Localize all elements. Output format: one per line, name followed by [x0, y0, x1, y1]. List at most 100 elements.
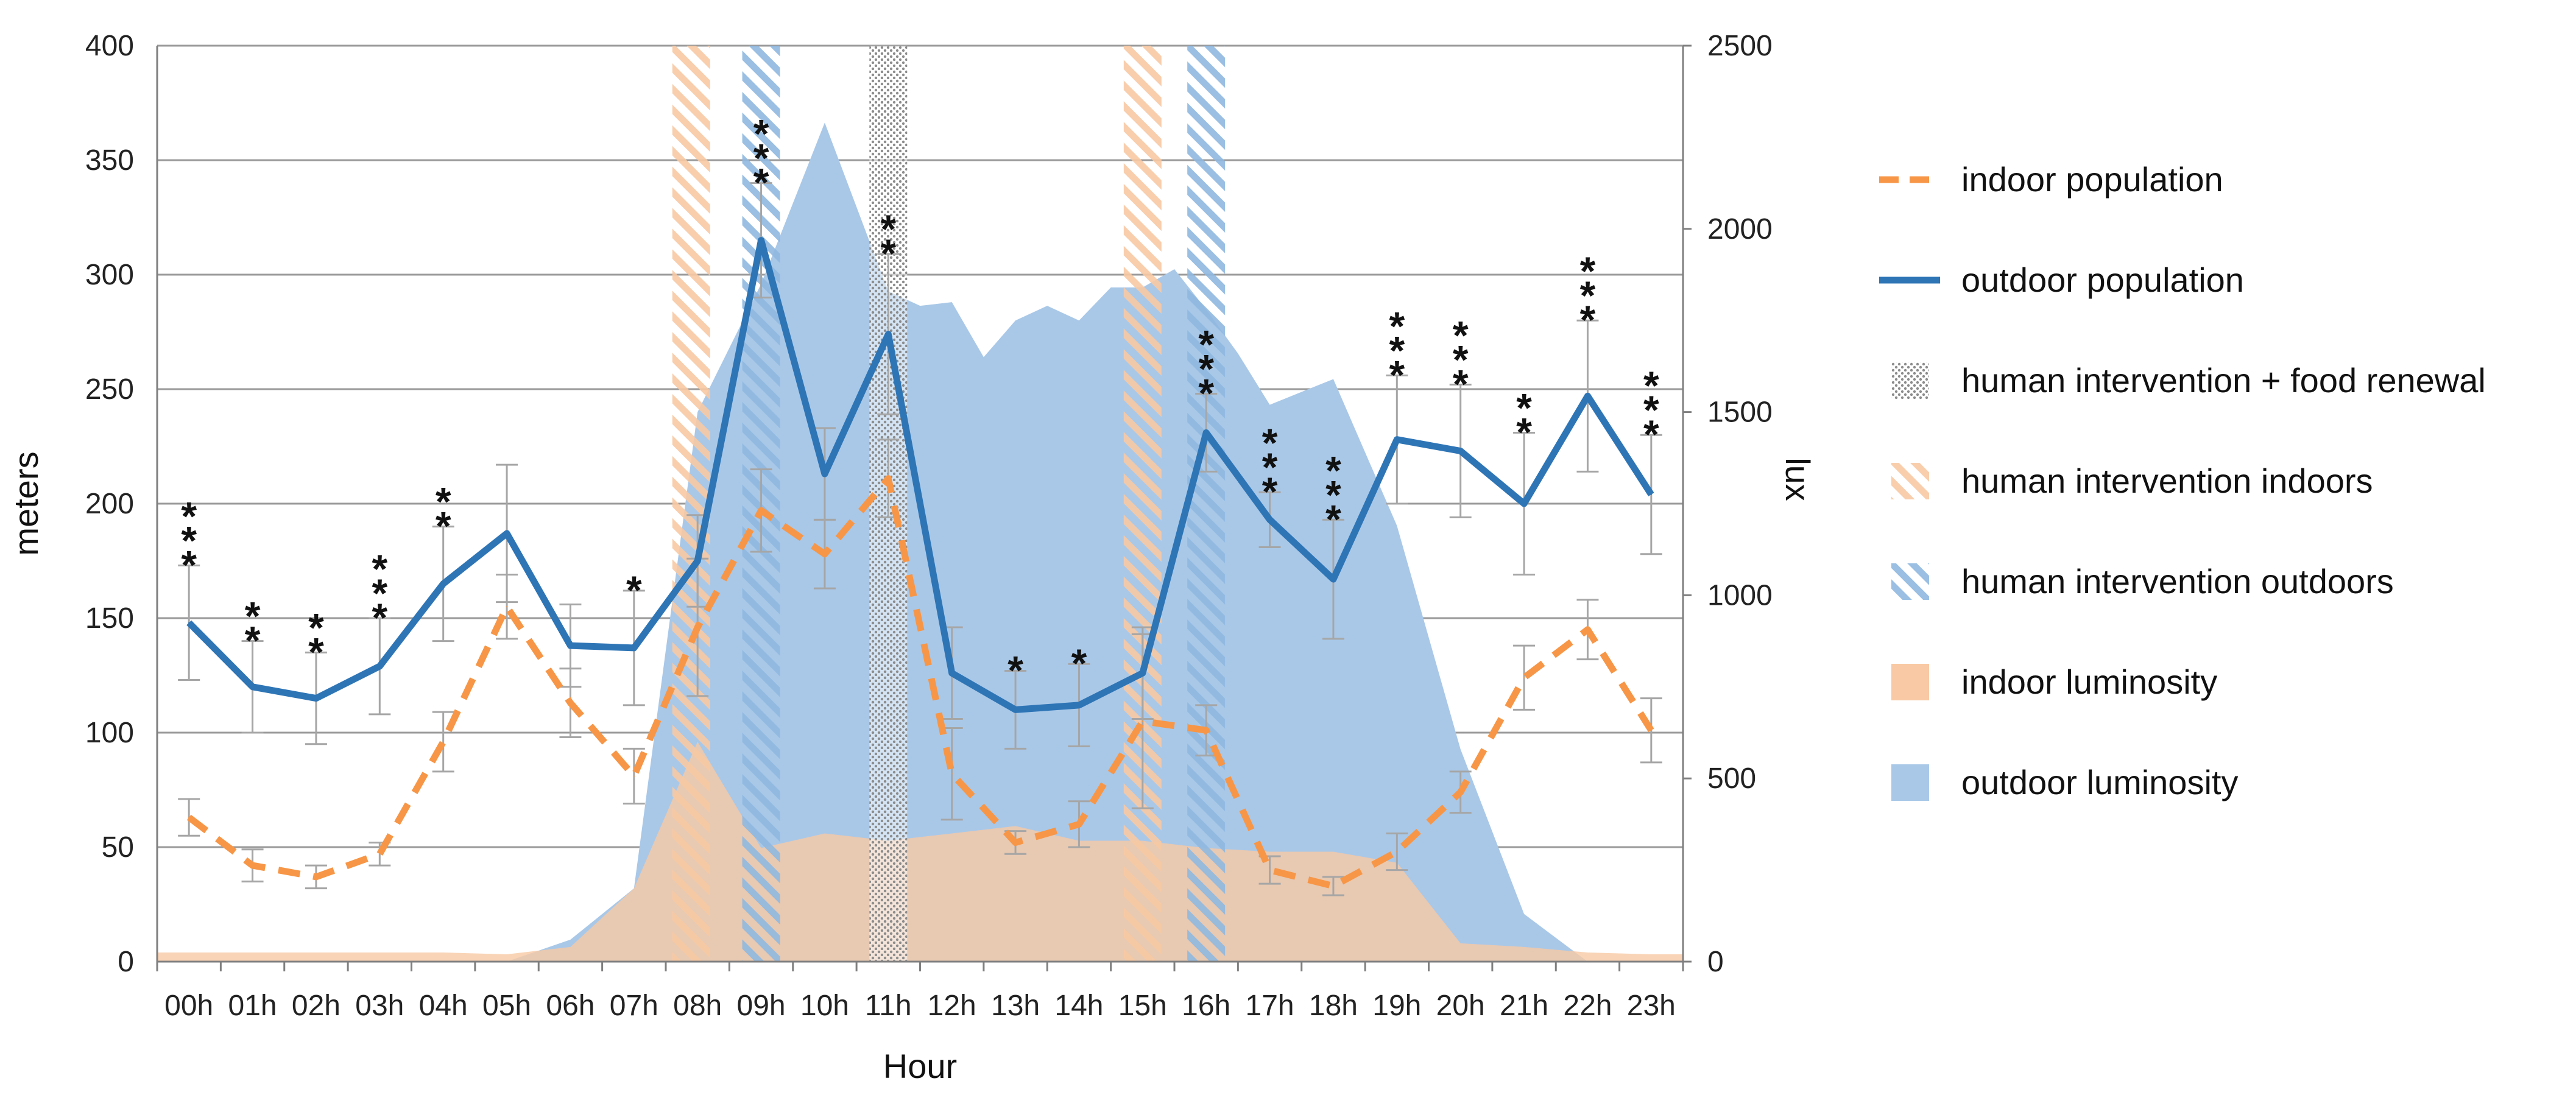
significance-star: *	[372, 595, 387, 640]
x-tick-label: 20h	[1436, 990, 1485, 1022]
y-left-tick-label: 250	[85, 373, 134, 406]
data-point	[760, 239, 762, 241]
data-point	[1142, 720, 1143, 722]
legend-swatch	[1891, 764, 1929, 801]
intervention-outdoors-band	[1187, 46, 1226, 962]
significance-stars: **	[1516, 385, 1532, 454]
legend-swatch	[1891, 664, 1929, 700]
y-left-tick-label: 300	[85, 259, 134, 291]
significance-star: *	[1325, 496, 1341, 541]
significance-star: *	[753, 111, 769, 157]
x-tick-label: 14h	[1054, 990, 1103, 1022]
y-right-tick-label: 0	[1707, 946, 1724, 978]
data-point	[252, 686, 253, 688]
x-tick-label: 02h	[292, 990, 341, 1022]
x-tick-label: 01h	[228, 990, 277, 1022]
x-tick-label: 15h	[1118, 990, 1167, 1022]
x-tick-label: 08h	[673, 990, 722, 1022]
data-point	[315, 876, 317, 878]
significance-star: *	[1325, 448, 1341, 493]
significance-stars: **	[880, 206, 896, 276]
legend-label: indoor luminosity	[1961, 663, 2217, 701]
y-left-tick-label: 400	[85, 30, 134, 62]
significance-star: *	[245, 618, 261, 663]
legend-item: human intervention indoors	[1891, 462, 2373, 500]
data-point	[633, 647, 635, 649]
significance-stars: **	[436, 479, 451, 549]
data-point	[506, 532, 508, 534]
legend-label: indoor population	[1961, 160, 2223, 199]
legend-label: human intervention outdoors	[1961, 562, 2394, 600]
significance-star: *	[880, 206, 896, 252]
y-left-tick-label: 150	[85, 602, 134, 635]
significance-star: *	[1389, 352, 1405, 397]
significance-star: *	[308, 629, 324, 674]
significance-stars: **	[245, 594, 261, 663]
data-point	[379, 853, 381, 855]
significance-stars: *	[1007, 647, 1023, 692]
data-point	[1142, 672, 1143, 674]
outdoor-population-line	[186, 237, 1654, 713]
x-tick-label: 16h	[1182, 990, 1230, 1022]
data-point	[824, 553, 825, 555]
significance-stars: ***	[1580, 248, 1596, 342]
significance-star: *	[1453, 337, 1469, 382]
x-tick-label: 12h	[928, 990, 976, 1022]
data-point	[188, 622, 190, 624]
significance-stars: ***	[1198, 322, 1214, 416]
significance-star: *	[1262, 469, 1278, 514]
legend-item: indoor population	[1879, 160, 2223, 199]
x-tick-label: 19h	[1372, 990, 1421, 1022]
significance-star: *	[1262, 420, 1278, 465]
y-left-tick-label: 350	[85, 144, 134, 177]
data-point	[1523, 677, 1525, 678]
data-point	[887, 333, 889, 335]
data-point	[1459, 791, 1461, 793]
significance-stars: ***	[181, 494, 197, 588]
data-point	[1650, 730, 1652, 731]
significance-stars: ***	[1262, 420, 1278, 514]
legend-swatch	[1891, 463, 1929, 499]
significance-star: *	[181, 494, 197, 539]
legend-item: indoor luminosity	[1891, 663, 2217, 701]
plot-area: ******* ************ *********************…	[7, 30, 1817, 1085]
significance-star: *	[880, 231, 896, 276]
y-right-tick-label: 2500	[1707, 30, 1773, 62]
intervention-indoors-band	[1123, 46, 1162, 962]
significance-star: *	[1389, 328, 1405, 373]
data-point	[1015, 709, 1017, 711]
data-point	[570, 702, 571, 704]
data-point	[1332, 885, 1334, 887]
significance-star: *	[1262, 445, 1278, 490]
significance-star: *	[1071, 641, 1087, 686]
x-tick-label: 17h	[1246, 990, 1294, 1022]
significance-stars: ***	[1325, 448, 1341, 541]
data-point	[1523, 503, 1525, 504]
data-point	[1015, 842, 1017, 843]
data-point	[951, 672, 953, 674]
x-tick-label: 23h	[1627, 990, 1676, 1022]
data-point	[1396, 851, 1398, 853]
y-left-tick-label: 100	[85, 717, 134, 749]
significance-star: *	[1643, 412, 1659, 457]
x-tick-label: 06h	[546, 990, 595, 1022]
legend-swatch	[1891, 563, 1929, 600]
data-point	[1587, 395, 1589, 397]
data-point	[252, 865, 253, 867]
significance-star: *	[1198, 347, 1214, 392]
significance-stars: ***	[1453, 312, 1469, 406]
significance-stars: ***	[753, 111, 769, 205]
y-right-tick-label: 2000	[1707, 213, 1773, 245]
significance-star: *	[1389, 303, 1405, 348]
data-point	[570, 645, 571, 647]
x-tick-label: 03h	[355, 990, 404, 1022]
data-point	[760, 510, 762, 512]
legend: indoor population outdoor population human…	[1879, 160, 2486, 801]
y-left-axis-title: meters	[7, 451, 45, 555]
legend-swatch	[1891, 362, 1929, 399]
significance-star: *	[181, 518, 197, 563]
y-right-tick-label: 500	[1707, 762, 1756, 795]
data-point	[1269, 519, 1271, 521]
significance-stars: *	[626, 568, 642, 613]
x-tick-label: 07h	[610, 990, 658, 1022]
